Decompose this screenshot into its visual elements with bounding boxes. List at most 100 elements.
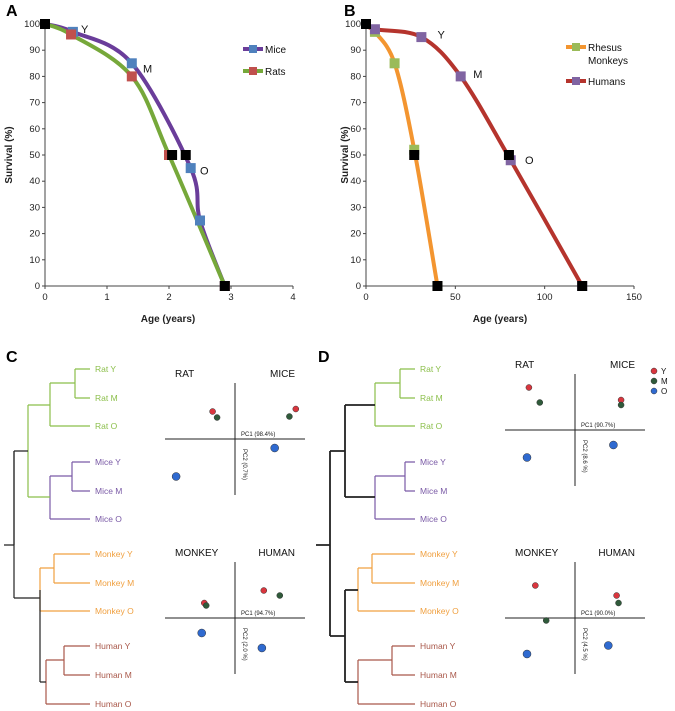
tree-root-upper: [316, 450, 345, 546]
legend-marker-rats: [249, 67, 257, 75]
tree-leaf-label: Human O: [420, 699, 457, 709]
tree-leaf-label: Monkey M: [95, 578, 134, 588]
y-tick-label: 0: [356, 281, 361, 292]
milestone-point: [180, 150, 191, 160]
tree-root: [4, 451, 15, 546]
tree-leaf-label: Monkey M: [420, 578, 459, 588]
pca-point-y: [525, 384, 533, 391]
pca-point-o: [257, 643, 267, 653]
y-tick-label: 60: [29, 124, 40, 135]
series-line-rhesus-monkeys: [364, 22, 440, 287]
pca-point-y: [613, 592, 620, 599]
data-point-rats: [66, 29, 77, 40]
tree-leaf-label: Mice Y: [95, 457, 121, 467]
age-group-label: Y: [81, 24, 89, 36]
y-tick-label: 80: [350, 71, 361, 82]
pca-right-title: MICE: [270, 369, 295, 380]
pca-point-o: [609, 440, 618, 450]
milestone-point: [219, 281, 230, 291]
y-tick-label: 10: [29, 255, 40, 266]
y-tick-label: 90: [350, 45, 361, 56]
pca-plot-primates-c: MONKEY HUMAN PC1 (94.7%) PC2 (2.0 %): [165, 548, 305, 674]
milestone-point: [577, 281, 588, 291]
data-point-rhesus-monkeys: [409, 144, 420, 155]
milestone-point: [40, 19, 50, 29]
legend-marker-humans: [572, 77, 580, 85]
y-tick-label: 10: [350, 255, 361, 266]
tree-leaf-label: Rat M: [95, 393, 118, 403]
data-point-rats: [126, 71, 137, 82]
y-tick-label: 40: [350, 176, 361, 187]
tree-branch-mice: [374, 461, 415, 520]
legend-label-monkeys: Rhesus Monkeys: [588, 43, 628, 67]
pca-left-title: RAT: [515, 360, 534, 371]
group-legend: YMO: [650, 367, 668, 396]
tree-leaf-label: Monkey Y: [420, 549, 458, 559]
tree-branch-monkey: [39, 553, 90, 612]
tree-branch-human: [45, 645, 90, 705]
y-tick-label: 100: [24, 19, 40, 30]
legend: Rhesus Monkeys Humans: [566, 43, 628, 88]
tree-leaf-label: Mice O: [95, 514, 122, 524]
tree-leaf-label: Rat Y: [420, 364, 441, 374]
pc2-label: PC2 (4.5 %): [581, 628, 587, 661]
pca-point-o: [171, 472, 181, 481]
tree-branch-rodent-join: [344, 404, 375, 498]
legend-label-rats: Rats: [265, 67, 286, 78]
y-tick-label: 20: [350, 229, 361, 240]
y-tick-label: 30: [29, 202, 40, 213]
tree-leaf-label: Mice M: [420, 486, 447, 496]
x-tick-label: 1: [104, 292, 109, 303]
legend: Mice Rats: [243, 45, 287, 78]
pc1-label: PC1 (90.7%): [581, 423, 615, 429]
tree-leaf-label: Human M: [420, 670, 457, 680]
y-axis-title: Survival (%): [4, 126, 15, 183]
pca-plot-rodents-c: RAT MICE PC1 (98.4%) PC2 (0.7%): [165, 369, 305, 495]
legend-marker-mice: [249, 45, 257, 53]
pca-point-y: [532, 582, 539, 589]
data-point-humans: [369, 24, 380, 35]
tree-leaf-label: Mice M: [95, 486, 122, 496]
legend-marker-monkeys: [572, 43, 580, 51]
tree-leaf-label: Monkey O: [95, 606, 134, 616]
legend-label-monkeys-line2: Monkeys: [588, 56, 628, 67]
dendrogram-d: [316, 368, 415, 705]
data-point-mice: [195, 215, 205, 226]
tree-leaf-label: Monkey O: [420, 606, 459, 616]
y-tick-label: 50: [350, 150, 361, 161]
pca-plot-rodents-d: RAT MICE PC1 (90.7%) PC2 (8.6 %): [505, 360, 645, 486]
tree-branch-rat: [374, 368, 415, 427]
pca-point-m: [617, 401, 625, 409]
pca-point-m: [542, 617, 550, 624]
age-group-label: Y: [437, 29, 445, 41]
pca-point-o: [604, 641, 613, 650]
dendrogram-c: [4, 368, 90, 705]
survival-chart-a: 0 10 20 30 40 50 60 70 80 90 100 0 1 2 3 4 Y M O Age (year…: [4, 19, 296, 325]
tree-branch-mice: [49, 461, 90, 520]
x-tick-label: 4: [290, 292, 295, 303]
pc1-label: PC1 (94.7%): [241, 611, 275, 617]
survival-chart-b: 0 10 20 30 40 50 60 70 80 90 100 0 50 100 150 Y M O Age (…: [340, 19, 642, 325]
age-group-label: O: [525, 155, 534, 167]
legend-label-mice: Mice: [265, 45, 287, 56]
x-tick-label: 50: [450, 292, 461, 303]
pca-plot-primates-d: MONKEY HUMAN PC1 (90.0%) PC2 (4.5 %): [505, 548, 645, 674]
y-tick-label: 20: [29, 229, 40, 240]
pca-point-m: [615, 599, 622, 607]
data-point-mice: [126, 58, 137, 69]
x-tick-label: 0: [363, 292, 368, 303]
x-tick-label: 3: [228, 292, 233, 303]
data-point-humans: [416, 32, 427, 43]
milestone-point: [167, 150, 178, 160]
pca-right-title: HUMAN: [258, 548, 295, 559]
milestone-point: [503, 150, 514, 160]
pca-point-o: [522, 453, 532, 462]
pca-point-m: [276, 592, 284, 599]
legend-label-o: O: [661, 387, 667, 396]
tree-leaves-c: Rat Y Rat M Rat O Mice Y Mice M Mice O Monkey …: [95, 364, 134, 709]
pca-left-title: MONKEY: [175, 548, 219, 559]
y-tick-label: 30: [350, 202, 361, 213]
tree-leaf-label: Human O: [95, 699, 132, 709]
tree-leaf-label: Human Y: [95, 641, 131, 651]
